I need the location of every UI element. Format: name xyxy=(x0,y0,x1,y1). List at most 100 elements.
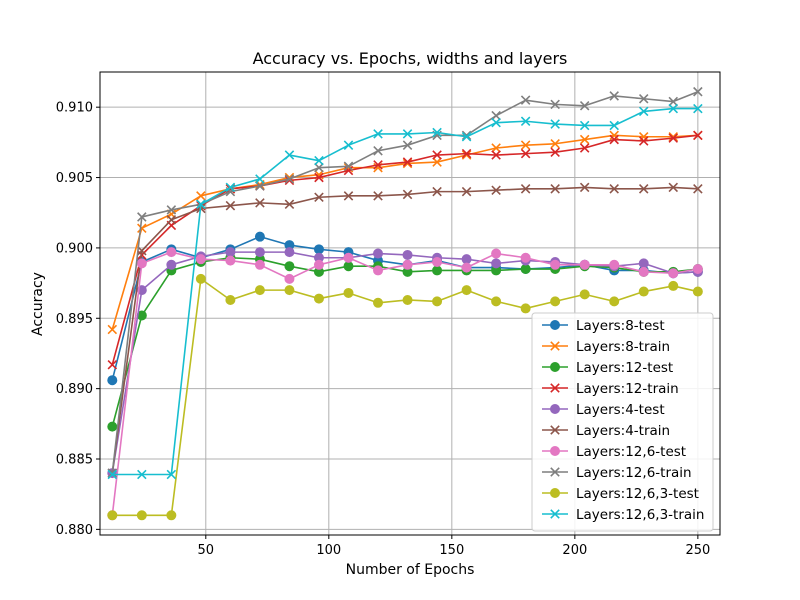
data-point xyxy=(402,189,413,200)
data-point xyxy=(520,303,531,314)
data-point xyxy=(461,131,472,142)
data-point xyxy=(107,510,118,521)
data-point xyxy=(491,185,501,195)
data-point xyxy=(432,265,443,276)
legend-marker xyxy=(550,425,560,435)
data-point xyxy=(461,130,472,141)
data-point xyxy=(579,120,590,131)
data-point xyxy=(550,259,561,270)
data-point xyxy=(668,280,679,291)
data-point xyxy=(550,99,560,110)
data-point xyxy=(225,255,236,266)
data-point xyxy=(137,212,147,222)
data-point xyxy=(609,184,619,194)
data-point xyxy=(609,91,619,101)
data-point xyxy=(284,273,295,284)
data-point xyxy=(609,120,619,131)
data-point xyxy=(373,265,384,276)
legend-item: Layers:12,6-train xyxy=(542,465,692,481)
legend-marker xyxy=(550,509,560,519)
data-point xyxy=(166,215,177,225)
data-point xyxy=(107,421,118,432)
data-point xyxy=(136,510,147,521)
grid-lines xyxy=(100,72,720,535)
data-point xyxy=(166,247,177,258)
data-point xyxy=(550,184,560,194)
data-point xyxy=(225,182,236,193)
data-point xyxy=(225,294,236,305)
data-point xyxy=(432,256,443,267)
chart-title: Accuracy vs. Epochs, widths and layers xyxy=(253,49,568,68)
y-tick-label: 0.880 xyxy=(56,523,93,538)
data-point xyxy=(343,252,354,263)
data-point xyxy=(491,117,501,128)
data-point xyxy=(432,127,442,138)
data-point xyxy=(638,184,649,194)
data-point xyxy=(609,259,620,270)
data-point xyxy=(254,231,265,242)
data-point xyxy=(668,133,679,143)
data-point xyxy=(638,93,649,104)
data-point xyxy=(255,174,265,184)
data-point xyxy=(520,140,531,150)
data-point xyxy=(343,165,354,176)
legend-label: Layers:8-train xyxy=(576,339,670,355)
data-point xyxy=(692,264,703,275)
legend-marker xyxy=(550,320,560,330)
y-tick-label: 0.910 xyxy=(56,101,93,116)
data-point xyxy=(638,136,649,146)
legend-item: Layers:8-test xyxy=(542,318,665,334)
data-point xyxy=(254,285,265,296)
data-point xyxy=(166,205,177,215)
x-axis-label: Number of Epochs xyxy=(346,562,475,578)
data-point xyxy=(520,116,531,127)
data-point xyxy=(107,375,118,386)
series-5 xyxy=(107,182,703,478)
data-point xyxy=(638,106,649,117)
legend-item: Layers:4-train xyxy=(542,423,670,439)
data-point xyxy=(373,248,384,259)
legend: Layers:8-test Layers:8-train Layers:12-tes… xyxy=(531,312,714,532)
data-point xyxy=(284,150,295,160)
data-point xyxy=(579,289,590,300)
y-axis-label: Accuracy xyxy=(30,272,46,336)
legend-item: Layers:12-train xyxy=(542,381,679,397)
x-tick-label: 150 xyxy=(439,543,464,558)
data-point xyxy=(668,103,679,114)
data-point xyxy=(638,258,649,269)
data-point xyxy=(402,259,413,270)
data-point xyxy=(402,157,413,167)
data-point xyxy=(461,148,472,159)
data-point xyxy=(402,294,413,305)
data-point xyxy=(195,273,206,284)
data-point xyxy=(550,147,560,157)
data-point xyxy=(313,244,324,255)
data-point xyxy=(284,285,295,296)
data-point xyxy=(313,259,324,270)
legend-label: Layers:8-test xyxy=(576,318,665,334)
legend-item: Layers:12,6-test xyxy=(542,444,686,460)
data-point xyxy=(137,223,147,233)
plot-frame xyxy=(99,71,721,536)
data-point xyxy=(550,296,561,307)
y-tick-label: 0.890 xyxy=(56,382,93,397)
x-tick-label: 100 xyxy=(316,543,341,558)
data-point xyxy=(314,192,324,203)
data-point xyxy=(638,131,649,142)
data-point xyxy=(137,469,147,480)
data-point xyxy=(579,101,590,111)
data-point xyxy=(255,181,265,191)
x-tick-label: 200 xyxy=(562,543,587,558)
data-point xyxy=(609,130,619,141)
data-point xyxy=(668,268,679,279)
data-point xyxy=(668,96,679,107)
data-point xyxy=(225,200,236,211)
legend-marker xyxy=(550,488,560,498)
data-point xyxy=(107,324,118,335)
data-point xyxy=(491,143,501,153)
data-point xyxy=(432,157,442,167)
data-point xyxy=(668,131,679,142)
data-point xyxy=(491,150,501,160)
data-point xyxy=(461,150,472,160)
